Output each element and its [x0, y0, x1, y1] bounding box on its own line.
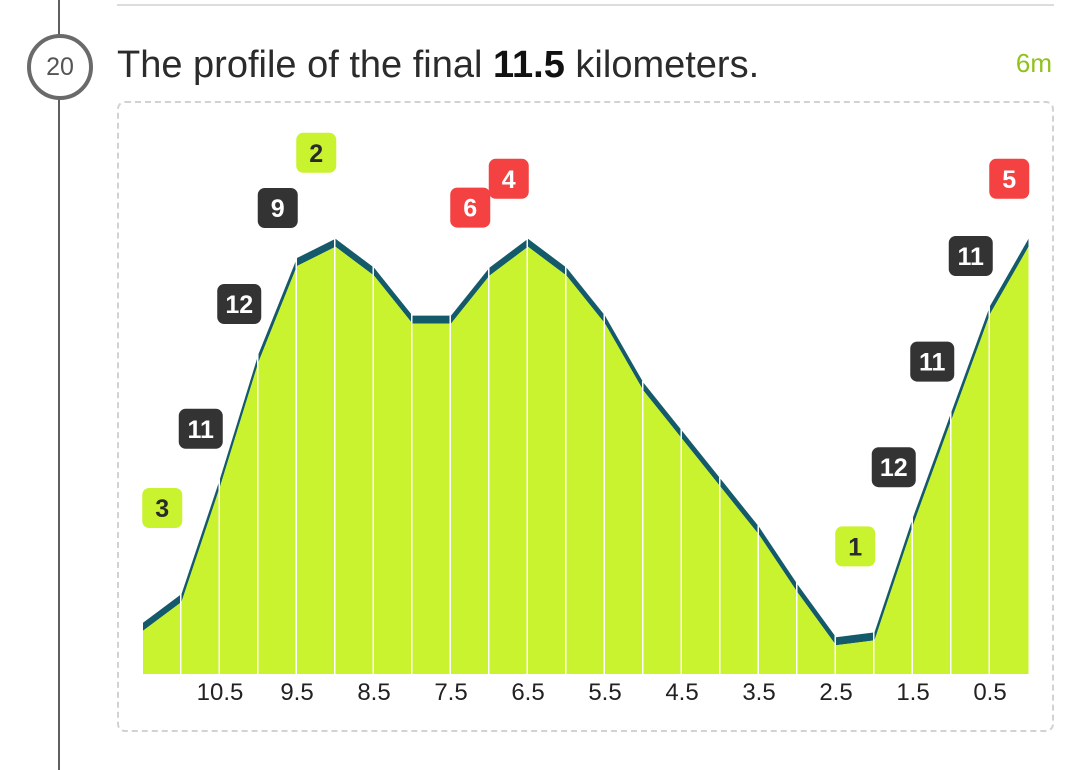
x-tick-label: 2.5 [819, 679, 852, 706]
section-title: The profile of the final 11.5 kilometers… [117, 44, 759, 87]
profile-chart-frame [117, 101, 1054, 732]
profile-ridge-segment [990, 238, 1029, 314]
profile-ridge-segment [643, 382, 682, 439]
gradient-badge [871, 447, 916, 488]
gradient-label: 9 [271, 195, 285, 223]
profile-area-segment [682, 438, 721, 674]
gradient-badge [217, 284, 262, 324]
profile-area-segment [143, 602, 182, 674]
profile-ridge-segment [451, 267, 490, 324]
gradient-label: 1 [848, 533, 862, 561]
title-distance: 11.5 [493, 44, 565, 86]
profile-area-segment [412, 323, 451, 674]
profile-area-segment [797, 592, 836, 674]
profile-area-segment [913, 419, 952, 674]
step-number-badge: 20 [27, 34, 93, 100]
gradient-label: 11 [188, 416, 215, 444]
gradient-badge [257, 188, 298, 228]
profile-area-segment [990, 246, 1029, 675]
title-suffix: kilometers. [564, 44, 760, 86]
gradient-badge [142, 488, 183, 528]
profile-ridge-segment [181, 478, 220, 602]
x-tick-label: 7.5 [434, 679, 467, 706]
profile-area-segment [566, 275, 605, 674]
profile-area-segment [759, 534, 798, 674]
gradient-badge [989, 158, 1030, 199]
x-tick-label: 4.5 [665, 679, 698, 706]
profile-ridge-segment [797, 584, 836, 646]
profile-area-segment [335, 246, 374, 675]
profile-area-segment [451, 275, 490, 674]
profile-area-segment [605, 323, 644, 674]
x-tick-label: 6.5 [511, 679, 544, 706]
duration-label: 6m [1015, 48, 1052, 78]
gradient-badge [835, 526, 876, 567]
gradient-badge [178, 408, 223, 449]
gradient-label: 12 [225, 291, 253, 319]
profile-area-segment [220, 362, 259, 674]
profile-area-segment [874, 525, 913, 674]
profile-ridge-segment [566, 267, 605, 324]
gradient-label: 11 [919, 349, 946, 377]
profile-area-segment [951, 314, 990, 674]
gradient-label: 3 [155, 495, 169, 523]
profile-ridge-segment [489, 238, 528, 276]
gradient-label: 5 [1002, 166, 1016, 194]
profile-ridge-segment [335, 238, 374, 276]
profile-ridge-segment [682, 430, 721, 487]
x-tick-label: 1.5 [896, 679, 929, 706]
profile-ridge-segment [220, 354, 259, 487]
gradient-label: 6 [463, 195, 477, 223]
profile-ridge-segment [759, 526, 798, 593]
profile-ridge-segment [720, 478, 759, 535]
timeline-line [58, 0, 60, 770]
profile-area-segment [643, 390, 682, 674]
profile-ridge-segment [913, 411, 952, 526]
profile-ridge-segment [528, 238, 567, 276]
gradient-label: 12 [880, 454, 908, 482]
profile-ridge-segment [412, 315, 451, 324]
profile-ridge-segment [374, 267, 413, 324]
gradient-badge [910, 341, 955, 382]
x-tick-label: 8.5 [357, 679, 390, 706]
x-tick-label: 9.5 [280, 679, 313, 706]
profile-area-segment [489, 246, 528, 675]
profile-ridge-segment [605, 315, 644, 391]
gradient-badge [296, 132, 337, 173]
gradient-badge [488, 158, 529, 199]
divider [117, 4, 1054, 6]
profile-ridge-segment [258, 258, 297, 362]
profile-area-segment [181, 486, 220, 674]
title-prefix: The profile of the final [117, 44, 493, 86]
profile-area-segment [258, 266, 297, 674]
x-tick-label: 10.5 [197, 679, 244, 706]
profile-ridge-segment [297, 238, 336, 266]
profile-ridge-segment [951, 306, 990, 420]
gradient-badge [450, 187, 491, 228]
profile-area-segment [836, 640, 875, 674]
profile-area-segment [720, 486, 759, 674]
profile-area-segment [528, 246, 567, 675]
gradient-label: 2 [309, 140, 323, 168]
gradient-label: 4 [502, 166, 516, 194]
profile-area-segment [297, 246, 336, 675]
x-tick-label: 3.5 [742, 679, 775, 706]
x-tick-label: 5.5 [588, 679, 621, 706]
profile-area-segment [374, 275, 413, 674]
gradient-label: 11 [958, 243, 985, 271]
profile-ridge-segment [874, 517, 913, 641]
profile-ridge-segment [143, 594, 182, 631]
gradient-badge [948, 236, 993, 276]
x-tick-label: 0.5 [973, 679, 1006, 706]
profile-ridge-segment [836, 632, 875, 646]
